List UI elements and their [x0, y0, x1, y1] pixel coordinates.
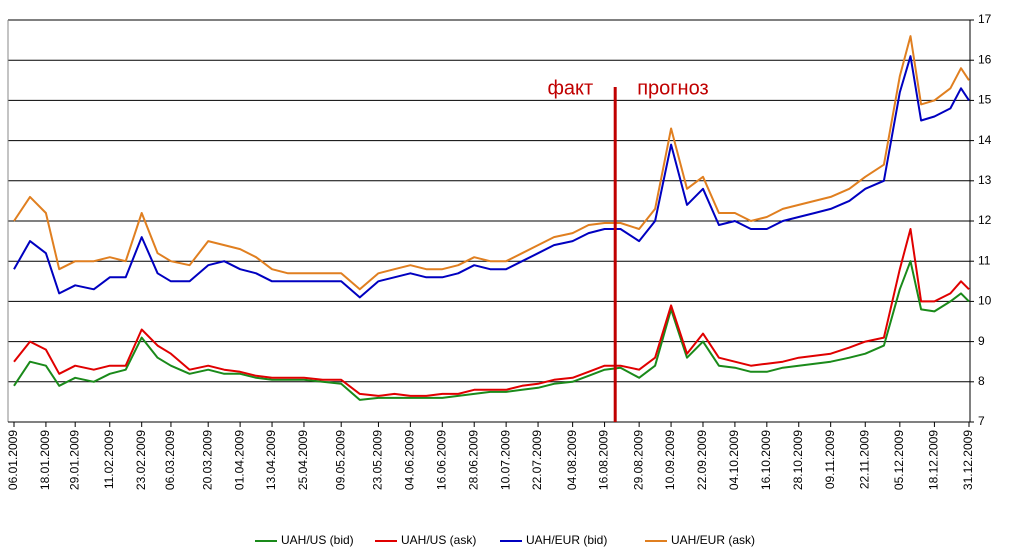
x-tick-label: 22.09.2009	[695, 430, 709, 490]
x-tick-label: 31.12.2009	[961, 430, 975, 490]
series-line	[13, 228, 970, 397]
x-tick-label: 16.10.2009	[759, 430, 773, 490]
x-tick-label: 04.08.2009	[565, 430, 579, 490]
x-tick-label: 16.06.2009	[434, 430, 448, 490]
x-tick-label: 09.05.2009	[333, 430, 347, 490]
x-tick-label: 10.09.2009	[663, 430, 677, 490]
series-line	[13, 35, 970, 291]
y-tick-label: 12	[978, 213, 992, 227]
x-tick-label: 22.07.2009	[530, 430, 544, 490]
series-line	[13, 260, 970, 401]
x-tick-label: 29.01.2009	[67, 430, 81, 490]
legend-label: UAH/US (ask)	[401, 533, 476, 547]
x-tick-label: 05.12.2009	[892, 430, 906, 490]
y-tick-label: 14	[978, 133, 992, 147]
x-tick-label: 09.11.2009	[823, 430, 837, 489]
x-tick-label: 16.08.2009	[597, 430, 611, 490]
annotation: прогноз	[637, 77, 708, 99]
y-tick-label: 13	[978, 173, 992, 187]
x-tick-label: 22.11.2009	[857, 430, 871, 489]
x-tick-label: 04.06.2009	[403, 430, 417, 490]
legend-label: UAH/US (bid)	[281, 533, 354, 547]
y-tick-label: 15	[978, 93, 992, 107]
y-tick-label: 17	[978, 12, 992, 26]
y-tick-label: 9	[978, 334, 985, 348]
y-tick-label: 7	[978, 414, 985, 428]
x-tick-label: 01.04.2009	[232, 430, 246, 490]
x-tick-label: 25.04.2009	[296, 430, 310, 490]
x-tick-label: 04.10.2009	[727, 430, 741, 490]
x-tick-label: 23.02.2009	[134, 430, 148, 490]
x-tick-label: 28.10.2009	[791, 430, 805, 490]
x-tick-label: 23.05.2009	[371, 430, 385, 490]
series-line	[13, 55, 970, 299]
y-tick-label: 10	[978, 294, 992, 308]
x-tick-label: 13.04.2009	[264, 430, 278, 490]
x-tick-label: 29.08.2009	[631, 430, 645, 490]
y-tick-label: 8	[978, 374, 985, 388]
annotation: факт	[547, 77, 593, 99]
x-tick-label: 11.02.2009	[102, 430, 116, 489]
x-tick-label: 20.03.2009	[200, 430, 214, 490]
y-tick-label: 11	[978, 253, 991, 267]
x-tick-label: 18.12.2009	[927, 430, 941, 490]
x-tick-label: 06.01.2009	[6, 430, 20, 490]
x-tick-label: 18.01.2009	[38, 430, 52, 490]
x-tick-label: 06.03.2009	[163, 430, 177, 490]
x-tick-label: 28.06.2009	[466, 430, 480, 490]
x-tick-label: 10.07.2009	[498, 430, 512, 490]
legend-label: UAH/EUR (ask)	[671, 533, 755, 547]
y-tick-label: 16	[978, 52, 992, 66]
legend-label: UAH/EUR (bid)	[526, 533, 607, 547]
